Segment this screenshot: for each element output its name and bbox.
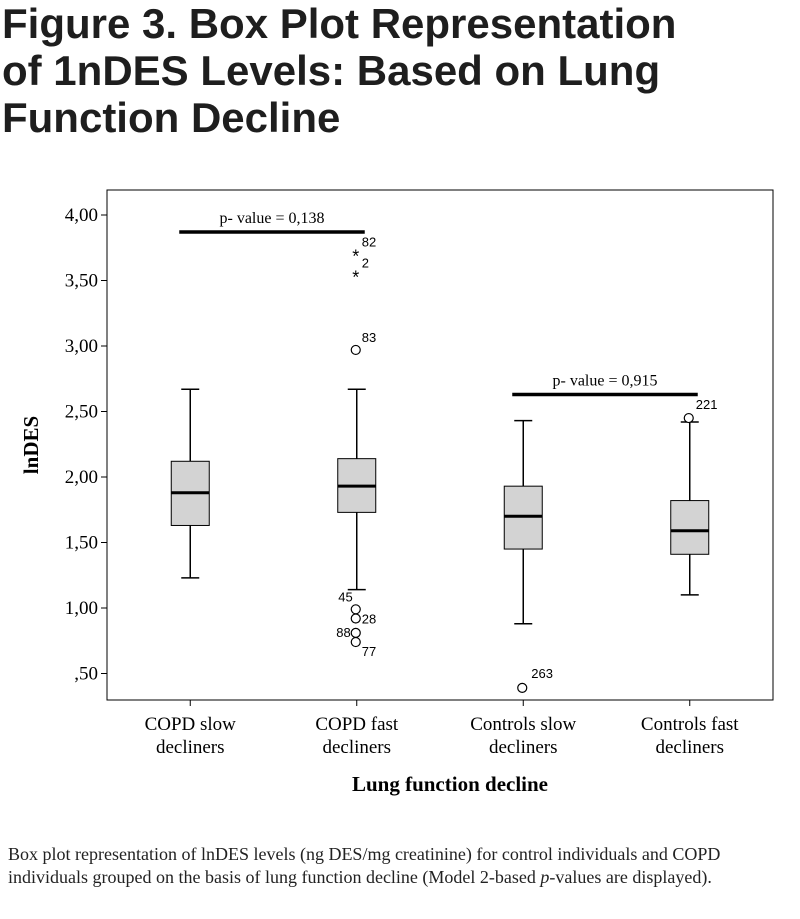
y-tick-label: ,50 — [74, 664, 98, 685]
outlier-id-label: 221 — [696, 397, 718, 412]
figure-title-line-3: Function Decline — [2, 94, 341, 141]
x-tick-label-line: decliners — [156, 737, 225, 758]
x-tick-label-line: Controls slow — [470, 714, 576, 735]
x-tick-label-line: decliners — [655, 737, 724, 758]
outlier-circle — [683, 412, 694, 424]
y-tick-label: 2,00 — [65, 467, 98, 488]
x-tick-label: Controls fast decliners — [641, 714, 739, 758]
p-value-label: p- value = 0,915 — [553, 372, 658, 389]
outlier-star: * — [352, 246, 359, 266]
figure-title-line-1: Figure 3. Box Plot Representation — [2, 0, 677, 47]
caption-p-italic: p — [540, 867, 550, 887]
figure-caption: Box plot representation of lnDES levels … — [8, 843, 788, 889]
outlier-id-label: 263 — [531, 666, 553, 681]
outlier-id-label: 28 — [362, 611, 376, 626]
outlier-circle — [350, 604, 361, 615]
x-tick-label-line: COPD slow — [145, 714, 237, 735]
y-tick-label: 4,00 — [65, 205, 98, 226]
y-tick-label: 2,50 — [65, 402, 98, 423]
outlier-circle — [350, 344, 361, 356]
caption-text: Box plot representation of lnDES levels … — [8, 844, 721, 887]
outlier-circle — [350, 613, 361, 624]
x-axis-label: Lung function decline — [352, 772, 548, 796]
x-tick-label-line: Controls fast — [641, 714, 739, 735]
plot-frame — [106, 189, 774, 701]
y-axis-label: lnDES — [19, 416, 43, 474]
outlier-id-label: 77 — [362, 644, 376, 659]
y-tick-label: 1,00 — [65, 598, 98, 619]
y-tick-label: 1,50 — [65, 533, 98, 554]
outlier-star: * — [352, 267, 359, 287]
caption-text-end: -values are displayed). — [549, 867, 712, 887]
x-tick-label-line: decliners — [489, 737, 558, 758]
outlier-id-label: 82 — [362, 234, 376, 249]
outlier-circle — [350, 636, 361, 648]
y-tick-label: 3,00 — [65, 336, 98, 357]
box — [670, 500, 710, 555]
x-tick-label: COPD fast decliners — [315, 714, 399, 758]
outlier-id-label: 45 — [338, 589, 352, 604]
figure-title-line-2: of 1nDES Levels: Based on Lung — [2, 47, 661, 94]
outlier-circle — [517, 682, 528, 694]
x-tick-label-line: decliners — [322, 737, 391, 758]
outlier-id-label: 88 — [336, 625, 350, 640]
p-value-label: p- value = 0,138 — [220, 210, 325, 227]
y-tick-label: 3,50 — [65, 271, 98, 292]
box-plot-chart: ,50 1,00 1,50 2,00 2,50 3,00 3,50 4,00 lnDES Lung… — [19, 189, 774, 796]
outlier-id-label: 83 — [362, 330, 376, 345]
x-tick-label-line: COPD fast — [315, 714, 399, 735]
outlier-circle — [350, 627, 361, 638]
x-tick-label: COPD slow decliners — [145, 714, 237, 758]
x-tick-label: Controls slow decliners — [470, 714, 576, 758]
outlier-id-label: 2 — [362, 255, 369, 270]
figure-title: Figure 3. Box Plot Representation of 1nD… — [2, 0, 792, 141]
